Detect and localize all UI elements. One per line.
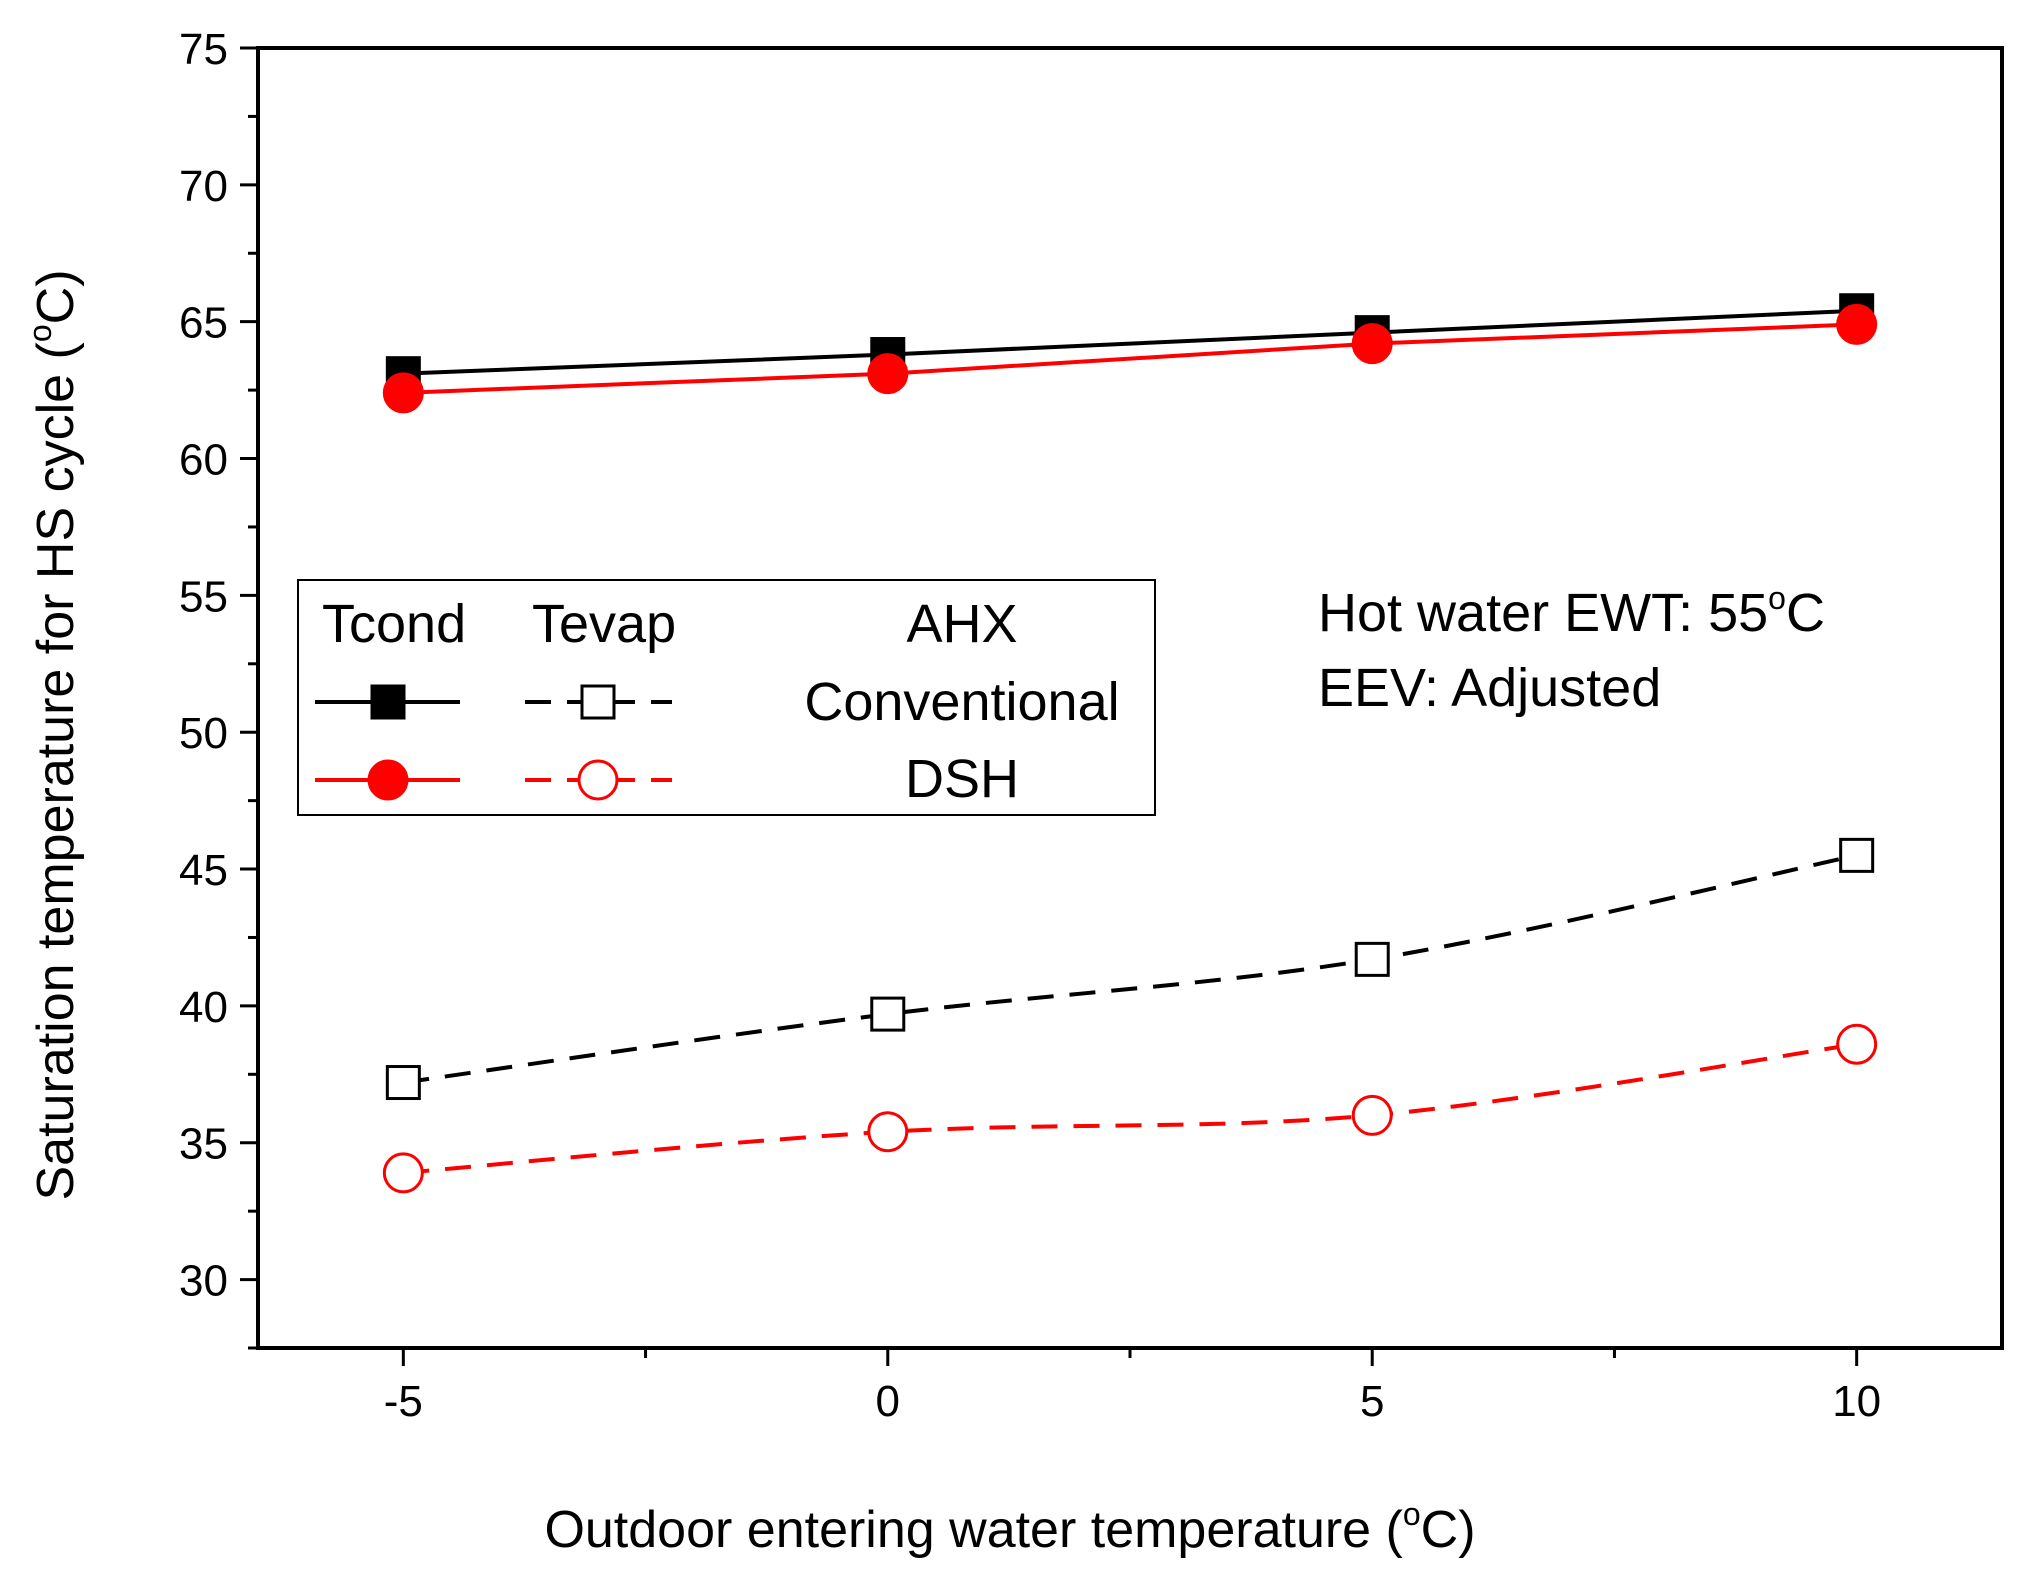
data-point [1839, 837, 1875, 873]
legend-sample-tcond-marker [367, 759, 409, 801]
data-point [1836, 303, 1878, 345]
series-line [403, 322, 1857, 395]
legend-samples [315, 684, 672, 801]
y-tick-label: 45 [179, 846, 228, 895]
y-tick-label: 40 [179, 983, 228, 1032]
series-line [403, 853, 1858, 1085]
x-tick-label: 5 [1360, 1377, 1384, 1426]
y-tick-label: 75 [179, 25, 228, 74]
legend: Tcond Tevap AHX Conventional DSH [297, 579, 1156, 816]
y-tick-label: 55 [179, 572, 228, 621]
series-dsh-tevap [382, 1023, 1878, 1194]
legend-sample-tevap-marker [577, 759, 619, 801]
legend-header-ahx: AHX [906, 594, 1017, 654]
x-tick-label: 10 [1832, 1377, 1881, 1426]
x-tick-label: 0 [876, 1377, 900, 1426]
x-tick-label: -5 [384, 1377, 423, 1426]
annotation-line-1: Hot water EWT: 55oC [1318, 580, 1825, 643]
data-point [385, 1065, 421, 1101]
data-point [1354, 941, 1390, 977]
axes: -5 0 5 10 30 35 40 45 50 55 60 65 70 75 [179, 25, 2004, 1426]
annotation: Hot water EWT: 55oC EEV: Adjusted [1318, 580, 1825, 718]
data-point [382, 372, 424, 414]
series-line [403, 1042, 1857, 1175]
series-conventional-tevap [385, 837, 1875, 1101]
data-point [870, 996, 906, 1032]
data-point [382, 1152, 424, 1194]
legend-sample-tcond-marker [370, 684, 406, 720]
series-line [403, 308, 1857, 376]
legend-header-tevap: Tevap [532, 594, 676, 654]
data-point [867, 1111, 909, 1153]
y-tick-label: 70 [179, 162, 228, 211]
annotation-line-2: EEV: Adjusted [1318, 658, 1661, 718]
legend-box [297, 579, 1156, 816]
data-point [1836, 1023, 1878, 1065]
legend-label-conventional: Conventional [804, 672, 1119, 732]
legend-header-tcond: Tcond [322, 594, 466, 654]
y-tick-label: 30 [179, 1257, 228, 1306]
y-tick-label: 60 [179, 436, 228, 485]
y-tick-label: 65 [179, 299, 228, 348]
series-conventional-tcond [385, 293, 1875, 392]
series-dsh-tcond [382, 303, 1878, 414]
data-point [867, 353, 909, 395]
y-tick-label: 50 [179, 709, 228, 758]
series-layer [382, 293, 1878, 1194]
legend-label-dsh: DSH [905, 749, 1019, 809]
y-axis-title: Saturation temperature for HS cycle (oC) [22, 269, 85, 1200]
x-axis-title: Outdoor entering water temperature (oC) [544, 1496, 1475, 1559]
legend-sample-tevap-marker [580, 684, 616, 720]
y-tick-label: 35 [179, 1120, 228, 1169]
data-point [1351, 1094, 1393, 1136]
data-point [1351, 323, 1393, 365]
